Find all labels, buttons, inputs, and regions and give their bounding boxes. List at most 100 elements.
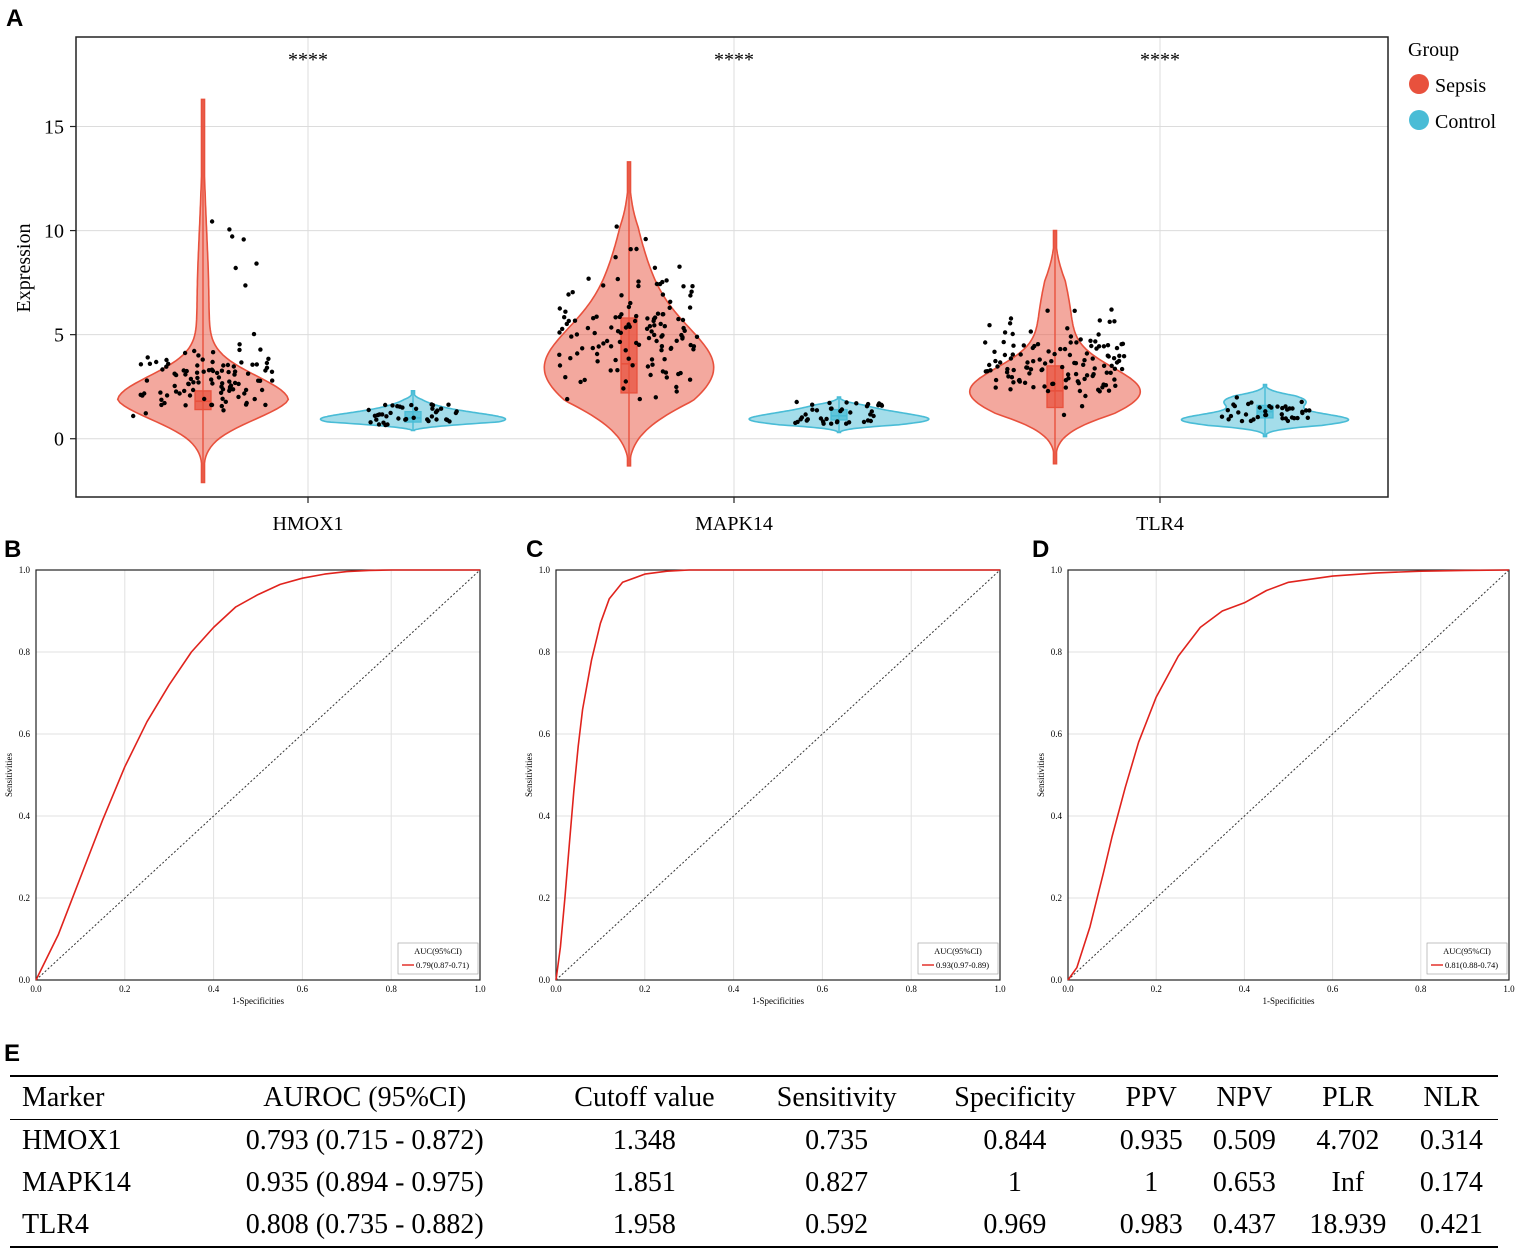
y-tick-label: 0.4 — [539, 811, 551, 821]
roc-legend-entry: 0.79(0.87-0.71) — [416, 960, 469, 970]
data-point — [1063, 385, 1069, 390]
x-tick-label: 0.4 — [1239, 984, 1251, 994]
data-point — [140, 393, 145, 398]
table-cell: 0.735 — [805, 1125, 869, 1156]
x-tick-label: 0.2 — [1151, 984, 1162, 994]
data-point — [1037, 357, 1042, 362]
data-point — [687, 305, 693, 310]
data-point — [220, 381, 225, 386]
data-point — [663, 370, 669, 375]
data-point — [591, 316, 596, 321]
data-point — [1062, 346, 1068, 352]
data-point — [644, 326, 650, 331]
data-point — [1280, 416, 1285, 421]
table-cell: 1 — [1144, 1167, 1159, 1198]
data-point — [396, 416, 401, 421]
data-point — [615, 329, 621, 334]
data-point — [237, 342, 242, 347]
data-point — [411, 415, 416, 420]
roc-panel-d: 0.00.0 0.2 0.2 0.4 0.4 0.6 0.6 0.8 0.8 1.0 1.0 1-Sp… — [1036, 565, 1515, 1006]
data-point — [623, 379, 628, 384]
data-point — [1263, 409, 1268, 414]
data-point — [160, 367, 165, 372]
data-point — [433, 410, 439, 415]
data-point — [196, 380, 201, 385]
data-point — [214, 370, 220, 376]
data-point — [681, 325, 686, 331]
data-point — [1009, 375, 1015, 380]
data-point — [795, 419, 800, 425]
data-point — [1305, 415, 1311, 420]
x-tick-label: 0.0 — [30, 984, 42, 994]
data-point — [1082, 358, 1087, 363]
data-point — [1002, 330, 1008, 335]
data-point — [196, 353, 201, 358]
data-point — [1042, 361, 1048, 366]
legend-title: Group — [1408, 39, 1459, 61]
data-point — [636, 342, 642, 347]
data-point — [138, 362, 144, 367]
data-point — [1279, 412, 1285, 417]
table-row: TLR4 0.808 (0.735 - 0.882) 1.958 0.592 0.969… — [10, 1204, 1498, 1247]
table-header-auroc-95-ci: AUROC (95%CI) — [263, 1082, 467, 1113]
table-cell: 0.808 (0.735 - 0.882) — [245, 1209, 484, 1240]
roc-legend-box — [1426, 942, 1508, 975]
data-point — [1303, 408, 1309, 413]
data-point — [677, 264, 682, 269]
x-tick-label: 0.6 — [817, 984, 829, 994]
data-point — [1091, 372, 1096, 377]
data-point — [1084, 351, 1090, 356]
data-point — [1089, 343, 1094, 349]
data-point — [1060, 364, 1065, 370]
data-point — [173, 389, 179, 394]
data-point — [1024, 365, 1029, 370]
reference-diagonal — [35, 569, 481, 981]
data-point — [1290, 406, 1295, 411]
data-point — [1079, 404, 1085, 409]
data-point — [200, 357, 205, 362]
data-point — [258, 347, 263, 352]
y-tick-label: 0.2 — [1051, 893, 1062, 903]
data-point — [264, 365, 270, 370]
data-point — [1275, 404, 1280, 409]
data-point — [1051, 381, 1056, 386]
data-point — [1077, 388, 1083, 394]
y-tick-label: 0.4 — [1051, 811, 1063, 821]
data-point — [250, 362, 255, 367]
table-header-npv: NPV — [1216, 1082, 1273, 1113]
data-point — [237, 347, 242, 353]
data-point — [998, 360, 1003, 365]
data-point — [628, 247, 633, 252]
x-tick-label-mapk14: MAPK14 — [695, 513, 773, 535]
data-point — [1255, 414, 1261, 420]
data-point — [993, 385, 998, 390]
data-point — [227, 227, 232, 232]
data-point — [660, 292, 666, 297]
x-tick-label: 0.0 — [1062, 984, 1074, 994]
data-point — [848, 410, 853, 415]
data-point — [637, 396, 642, 402]
data-point — [674, 338, 679, 343]
data-point — [239, 360, 244, 365]
data-point — [626, 356, 631, 361]
data-point — [182, 388, 187, 394]
data-point — [243, 387, 249, 393]
data-point — [209, 219, 215, 224]
data-point — [219, 403, 224, 409]
y-tick-label: 0.0 — [1051, 975, 1063, 985]
table-cell: 0.174 — [1419, 1167, 1483, 1198]
x-tick-label: 0.4 — [728, 984, 740, 994]
data-point — [613, 357, 618, 363]
data-point — [594, 314, 599, 319]
data-point — [562, 315, 567, 320]
data-point — [608, 368, 613, 373]
roc-legend-entry: 0.93(0.97-0.89) — [936, 960, 989, 970]
data-point — [810, 402, 815, 407]
table-cell: TLR4 — [22, 1209, 89, 1240]
data-point — [615, 276, 620, 282]
y-tick-label: 0.6 — [1051, 729, 1063, 739]
data-point — [818, 416, 824, 421]
data-point — [254, 362, 259, 367]
data-point — [585, 325, 591, 331]
significance-label: **** — [714, 49, 754, 71]
